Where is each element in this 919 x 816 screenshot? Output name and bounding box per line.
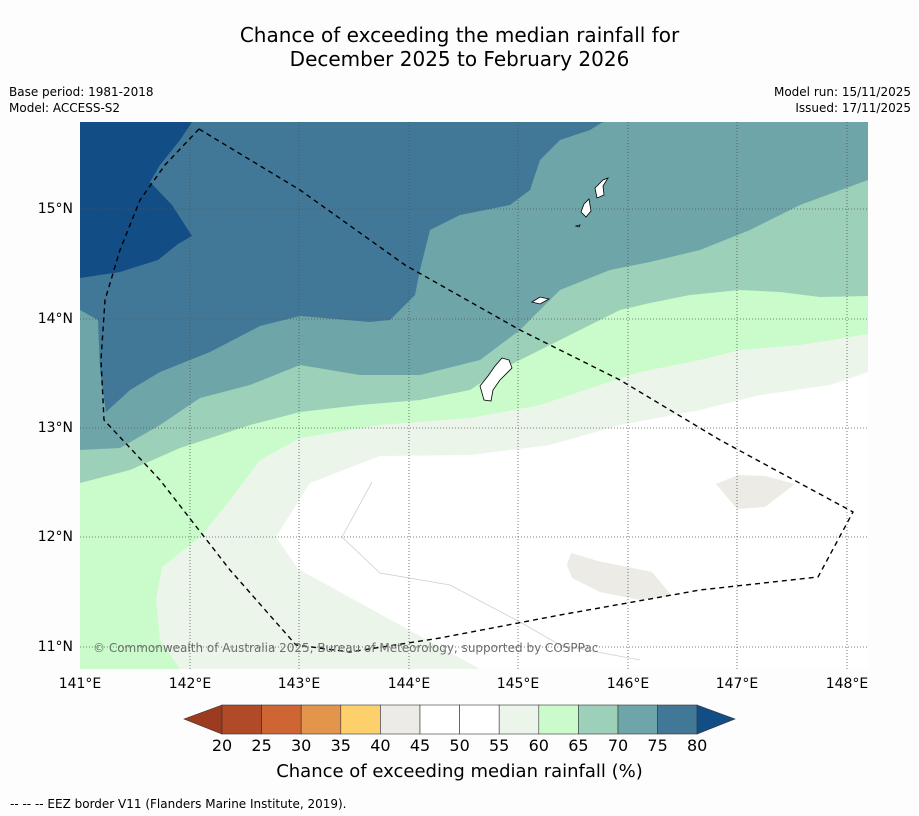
lat-label-13n: 13°N	[37, 420, 73, 436]
lat-label-15n: 15°N	[37, 201, 73, 217]
colorbar-swatch	[538, 704, 579, 735]
map-gridlines	[80, 122, 868, 669]
model-name: Model: ACCESS-S2	[9, 101, 121, 115]
contour-above-80	[80, 122, 192, 278]
guam-island	[479, 357, 513, 402]
colorbar-swatch	[419, 704, 460, 735]
colorbar-swatch	[380, 704, 421, 735]
contour-40-45-south	[567, 553, 672, 600]
colorbar-tick: 65	[568, 736, 589, 755]
colorbar-tick: 45	[409, 736, 431, 755]
colorbar-tick: 40	[370, 736, 391, 755]
contour-80-plus	[80, 122, 603, 412]
colorbar-extend-high	[696, 704, 736, 735]
lon-label-143e: 143°E	[277, 676, 321, 692]
contour-40-45-east	[716, 475, 795, 509]
colorbar-swatch	[221, 704, 262, 735]
colorbar-tick: 75	[647, 736, 668, 755]
islands	[479, 177, 609, 402]
colorbar-tick: 80	[687, 736, 708, 755]
aguijan-island	[574, 224, 581, 228]
lat-label-12n: 12°N	[37, 529, 73, 545]
rota-island	[530, 296, 551, 305]
eez-border-legend: -- -- -- EEZ border V11 (Flanders Marine…	[10, 797, 347, 811]
colorbar-swatch	[300, 704, 342, 735]
lat-label-14n: 14°N	[37, 311, 73, 327]
colorbar-swatch	[459, 704, 500, 735]
issued-date: Issued: 17/11/2025	[795, 101, 911, 115]
colorbar-tick: 55	[489, 736, 510, 755]
colorbar-swatch	[578, 704, 619, 735]
lon-label-142e: 142°E	[168, 676, 212, 692]
colorbar-tick: 30	[291, 736, 312, 755]
saipan-island	[594, 177, 609, 199]
colorbar-tick: 60	[528, 736, 549, 755]
eez-border	[100, 128, 854, 653]
tinian-island	[580, 198, 592, 218]
colorbar-extend-low	[183, 704, 223, 735]
colorbar	[183, 704, 736, 735]
base-period: Base period: 1981-2018	[9, 85, 154, 99]
model-run-date: Model run: 15/11/2025	[773, 85, 911, 99]
colorbar-label: Chance of exceeding median rainfall (%)	[276, 761, 643, 782]
lat-label-11n: 11°N	[37, 639, 73, 655]
colorbar-swatch	[617, 704, 658, 735]
copyright-notice: © Commonwealth of Australia 2025, Bureau…	[93, 641, 599, 655]
colorbar-tick: 20	[211, 736, 233, 755]
lon-label-141e: 141°E	[58, 676, 102, 692]
colorbar-swatch	[657, 704, 698, 735]
colorbar-tick: 35	[330, 736, 351, 755]
colorbar-tick: 70	[607, 736, 629, 755]
lon-label-144e: 144°E	[387, 676, 431, 692]
map-title-line-2: December 2025 to February 2026	[289, 47, 630, 71]
lon-label-145e: 145°E	[496, 676, 540, 692]
lon-label-146e: 146°E	[606, 676, 650, 692]
lon-label-148e: 148°E	[825, 676, 869, 692]
map-title-line-1: Chance of exceeding the median rainfall …	[239, 23, 680, 47]
colorbar-swatch	[261, 704, 302, 735]
map-contours	[80, 122, 868, 669]
colorbar-swatch	[340, 704, 381, 735]
colorbar-tick: 50	[449, 736, 470, 755]
colorbar-swatch	[498, 704, 540, 735]
colorbar-tick: 25	[251, 736, 272, 755]
lon-label-147e: 147°E	[715, 676, 759, 692]
